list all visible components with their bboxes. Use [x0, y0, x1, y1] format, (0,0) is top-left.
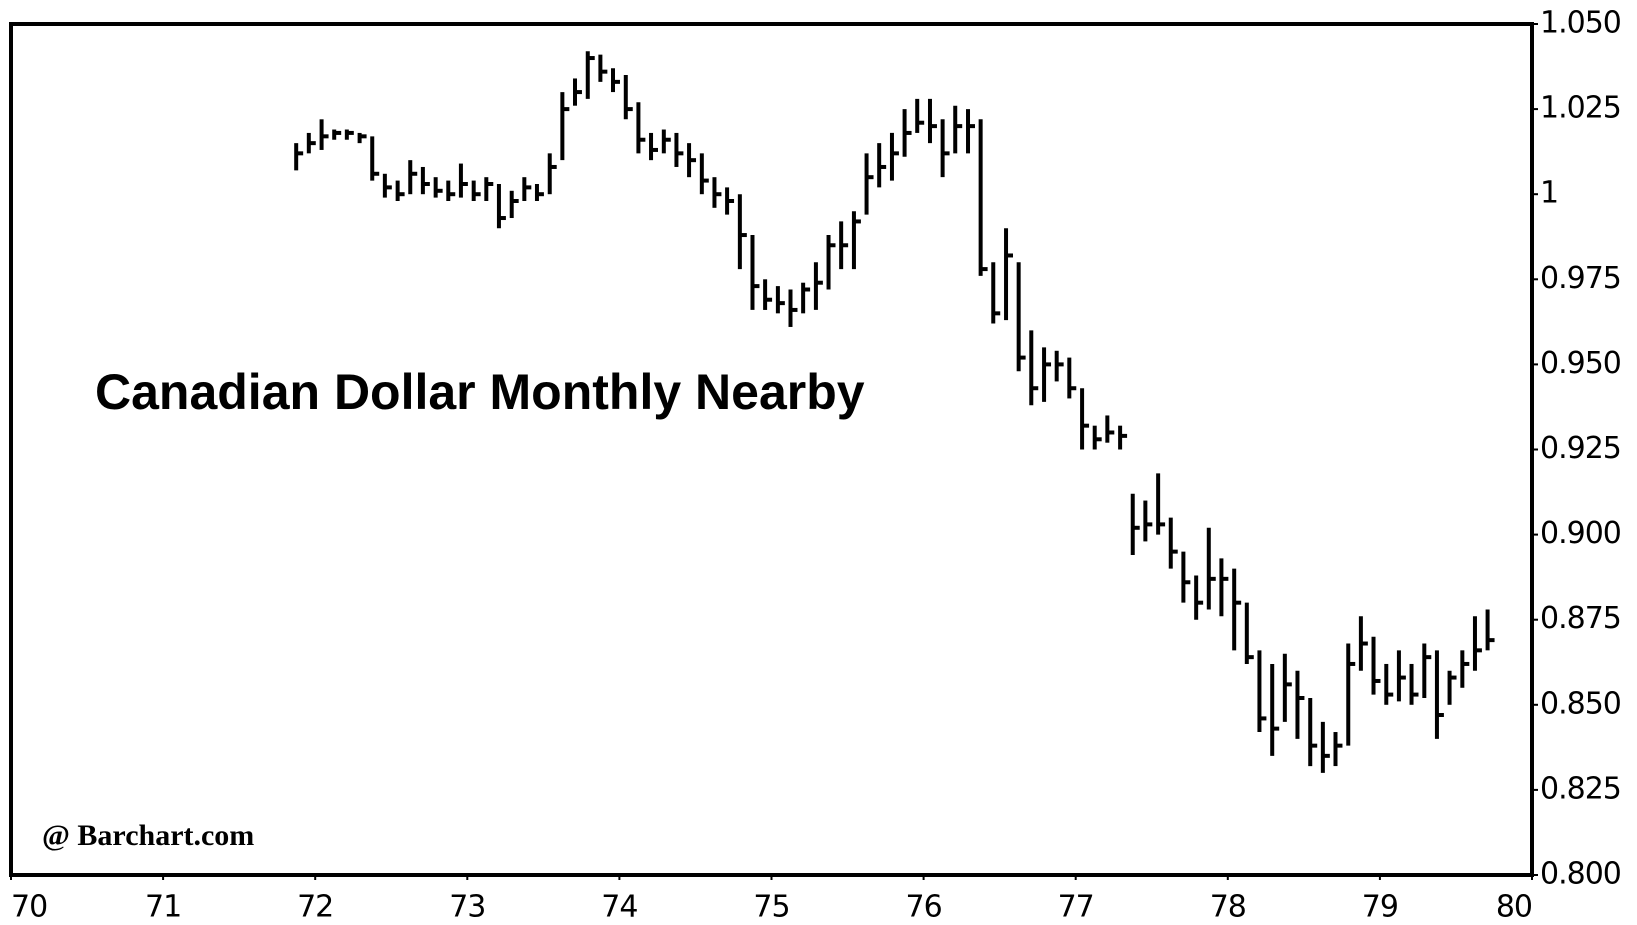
x-tick-label: 73 [449, 890, 485, 925]
x-tick-label: 71 [145, 890, 181, 925]
y-tick-label: 0.900 [1540, 516, 1621, 551]
x-tick-label: 74 [601, 890, 637, 925]
x-tick-label: 75 [753, 890, 789, 925]
y-tick-label: 1.050 [1540, 6, 1621, 41]
y-tick-label: 0.800 [1540, 857, 1621, 892]
x-tick-label: 76 [906, 890, 942, 925]
y-tick-label: 0.950 [1540, 346, 1621, 381]
x-tick-label: 77 [1058, 890, 1094, 925]
y-tick-label: 0.875 [1540, 601, 1621, 636]
x-tick-label: 78 [1210, 890, 1246, 925]
y-tick-label: 0.825 [1540, 771, 1621, 806]
y-tick-label: 0.850 [1540, 686, 1621, 721]
x-tick-label: 80 [1496, 890, 1532, 925]
y-tick-label: 0.925 [1540, 431, 1621, 466]
watermark: @ Barchart.com [42, 819, 254, 852]
y-tick-label: 0.975 [1540, 261, 1621, 296]
y-tick-label: 1 [1540, 176, 1558, 211]
y-tick-label: 1.025 [1540, 91, 1621, 126]
x-tick-label: 79 [1362, 890, 1398, 925]
x-tick-label: 72 [297, 890, 333, 925]
chart-title: Canadian Dollar Monthly Nearby [95, 364, 865, 420]
x-tick-label: 70 [11, 890, 47, 925]
